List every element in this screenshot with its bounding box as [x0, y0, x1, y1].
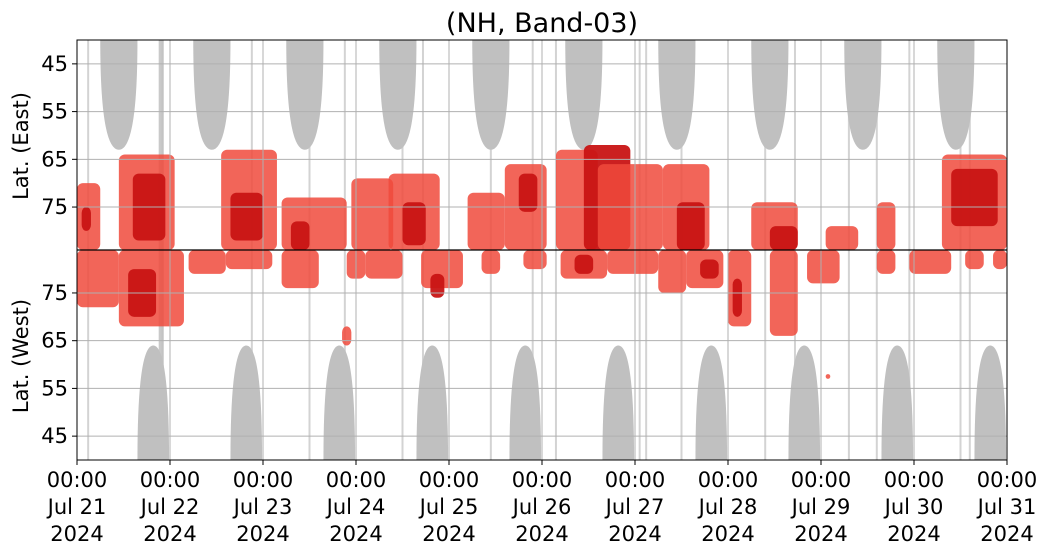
activity-patch-east	[676, 202, 705, 250]
x-tick-label-year: 2024	[515, 522, 568, 546]
x-tick-label-time: 00:00	[512, 468, 573, 492]
activity-patch-east	[467, 192, 505, 250]
y-tick-label: 75	[41, 195, 68, 219]
no-data-lobe-west	[137, 345, 170, 460]
no-data-lobe-west	[416, 345, 449, 460]
y-tick-label: 55	[41, 376, 68, 400]
y-tick-label: 65	[41, 329, 68, 353]
activity-patch-west	[225, 250, 273, 270]
x-tick-label-time: 00:00	[791, 468, 852, 492]
no-data-lobe-west	[509, 345, 542, 460]
activity-patch-east	[290, 221, 310, 250]
activity-patch-west	[342, 326, 352, 346]
x-tick-label-date: Jul 25	[418, 495, 479, 519]
y-tick-label: 75	[41, 281, 68, 305]
activity-patch-east	[402, 202, 426, 246]
no-data-lobe-east	[658, 40, 696, 150]
no-data-lobe-east	[937, 40, 975, 150]
x-tick-label-date: Jul 27	[604, 495, 665, 519]
activity-patch-east	[230, 192, 263, 241]
x-tick-label-time: 00:00	[698, 468, 759, 492]
activity-patch-east	[825, 226, 859, 250]
activity-patch-west	[700, 259, 719, 279]
x-tick-label-date: Jul 26	[511, 495, 572, 519]
activity-patch-west	[965, 250, 984, 270]
x-tick-label-date: Jul 29	[790, 495, 851, 519]
x-tick-label-date: Jul 22	[139, 495, 200, 519]
x-tick-label-year: 2024	[329, 522, 382, 546]
activity-patch-west	[825, 374, 831, 379]
x-tick-label-time: 00:00	[326, 468, 387, 492]
x-tick-label-year: 2024	[794, 522, 847, 546]
x-tick-label-year: 2024	[50, 522, 103, 546]
activity-patch-east	[351, 178, 394, 250]
no-data-lobe-east	[193, 40, 231, 150]
activity-patch-west	[732, 278, 742, 317]
activity-patch-east	[769, 226, 798, 250]
activity-patch-west	[658, 250, 687, 293]
no-data-lobe-west	[881, 345, 914, 460]
activity-patch-east	[876, 202, 896, 250]
x-tick-label-year: 2024	[980, 522, 1033, 546]
no-data-lobe-east	[844, 40, 882, 150]
no-data-lobe-east	[100, 40, 138, 150]
no-data-lobe-east	[565, 40, 603, 150]
x-tick-label-year: 2024	[143, 522, 196, 546]
y-tick-label: 45	[41, 424, 68, 448]
x-tick-label-year: 2024	[887, 522, 940, 546]
activity-patch-west	[365, 250, 403, 279]
no-data-lobe-east	[751, 40, 789, 150]
x-tick-label-year: 2024	[422, 522, 475, 546]
x-tick-label-time: 00:00	[140, 468, 201, 492]
no-data-lobe-west	[230, 345, 263, 460]
no-data-lobe-east	[472, 40, 510, 150]
x-tick-label-date: Jul 21	[46, 495, 107, 519]
activity-patch-west	[430, 273, 445, 298]
x-tick-label-date: Jul 23	[232, 495, 293, 519]
x-tick-label-date: Jul 31	[976, 495, 1037, 519]
x-tick-label-year: 2024	[608, 522, 661, 546]
no-data-lobe-west	[788, 345, 821, 460]
x-tick-label-date: Jul 30	[883, 495, 944, 519]
activity-patch-east	[81, 207, 91, 231]
activity-patch-east	[518, 173, 538, 212]
activity-patch-west	[807, 250, 840, 284]
no-data-lobe-west	[323, 345, 356, 460]
activity-patch-west	[993, 250, 1007, 270]
activity-patch-west	[607, 250, 659, 274]
x-tick-label-time: 00:00	[884, 468, 945, 492]
no-data-lobe-west	[602, 345, 635, 460]
activity-patch-west	[77, 250, 119, 308]
activity-patch-west	[188, 250, 226, 274]
x-tick-label-year: 2024	[236, 522, 289, 546]
activity-patch-west	[876, 250, 896, 274]
chart-title: (NH, Band-03)	[446, 8, 638, 39]
activity-patch-west	[574, 254, 594, 274]
x-tick-label-year: 2024	[701, 522, 754, 546]
x-tick-label-time: 00:00	[977, 468, 1038, 492]
activity-patch-west	[523, 250, 547, 270]
activity-patch-west	[909, 250, 952, 274]
x-tick-label-time: 00:00	[605, 468, 666, 492]
y-tick-label: 55	[41, 100, 68, 124]
x-tick-label-time: 00:00	[419, 468, 480, 492]
no-data-lobe-west	[695, 345, 728, 460]
x-tick-label-date: Jul 28	[697, 495, 758, 519]
y-axis-label-east: Lat. (East)	[9, 92, 33, 200]
no-data-lobe-east	[286, 40, 324, 150]
activity-patch-west	[281, 250, 319, 289]
y-tick-label: 45	[41, 52, 68, 76]
x-tick-label-time: 00:00	[233, 468, 294, 492]
y-tick-label: 65	[41, 147, 68, 171]
x-tick-label-date: Jul 24	[325, 495, 386, 519]
activity-patch-west	[481, 250, 501, 274]
activity-patch-east	[951, 168, 998, 227]
plot-area: 45 55 65 75 75 65 55 45 00:00 Jul 21 2024 00:00 Jul …	[41, 39, 1038, 546]
x-tick-label-time: 00:00	[47, 468, 108, 492]
y-axis-label-west: Lat. (West)	[9, 299, 33, 413]
no-data-lobe-west	[974, 345, 1007, 460]
no-data-lobe-east	[379, 40, 417, 150]
